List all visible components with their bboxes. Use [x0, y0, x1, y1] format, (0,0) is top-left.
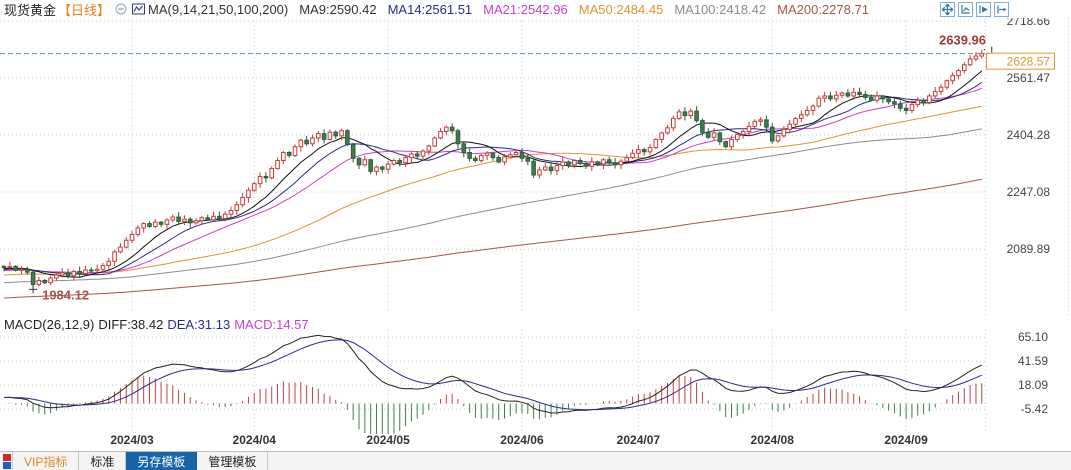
template-tab-bar: VIP指标 标准 另存模板 管理模板	[0, 451, 1071, 470]
collapse-icon[interactable]	[115, 3, 127, 15]
candles	[1, 49, 985, 288]
price-tick-label: 2089.89	[1007, 242, 1051, 256]
tab-standard[interactable]: 标准	[79, 452, 127, 470]
ma100-line	[3, 128, 982, 284]
ma50-line	[3, 105, 982, 276]
month-label: 2024/09	[884, 433, 928, 447]
macd-tick-label: 41.59	[1018, 354, 1048, 368]
month-label: 2024/03	[110, 433, 154, 447]
ma9-value: MA9:2590.42	[299, 1, 377, 17]
pan-right-icon[interactable]	[976, 1, 991, 17]
tab-vip-indicators[interactable]: VIP指标	[12, 452, 80, 470]
high-marker: 2639.96	[939, 33, 993, 53]
axis-scale-icon[interactable]	[958, 1, 973, 17]
chart-header: 现货黄金 【日线】 MA(9,14,21,50,100,200) MA9:2590…	[0, 0, 1071, 18]
jump-latest-icon[interactable]	[994, 1, 1009, 17]
price-axis-labels: 2718.66 2561.47 2404.28 2247.08 2089.89	[1007, 18, 1051, 256]
period-low-label: 1984.12	[42, 287, 89, 302]
price-tick-label: 2561.47	[1007, 71, 1051, 85]
ma200-value: MA200:2278.71	[777, 1, 869, 17]
ma100-value: MA100:2418.42	[674, 1, 767, 17]
price-tick-label: 2247.08	[1007, 185, 1051, 199]
move-icon[interactable]	[940, 1, 955, 17]
dea-value: DEA:31.13	[167, 316, 231, 332]
month-label: 2024/05	[366, 433, 410, 447]
price-tick-label: 2404.28	[1007, 128, 1051, 142]
ma14-line	[3, 81, 983, 276]
period-label[interactable]: 【日线】	[58, 2, 111, 18]
month-label: 2024/08	[750, 433, 794, 447]
price-tick-label: 2718.66	[1007, 18, 1051, 28]
low-marker: 1984.12	[29, 285, 89, 302]
diff-value: DIFF:38.42	[98, 316, 164, 332]
macd-value: MACD:14.57	[234, 316, 309, 332]
main-price-chart[interactable]: 2718.66 2561.47 2404.28 2247.08 2089.89 2628.…	[0, 18, 1071, 316]
ma50-value: MA50:2484.45	[578, 1, 664, 17]
ma14-value: MA14:2561.51	[387, 1, 473, 17]
tab-save-template[interactable]: 另存模板	[126, 452, 198, 470]
period-high-label: 2639.96	[939, 33, 986, 48]
macd-title: MACD(26,12,9)	[4, 316, 95, 332]
main-gridlines	[0, 18, 1069, 316]
macd-tick-label: -5.42	[1021, 402, 1049, 416]
symbol-name: 现货黄金	[4, 2, 57, 18]
current-price-box: 2628.57	[986, 52, 1055, 70]
dea-line	[4, 339, 982, 411]
macd-gridlines: 65.10 41.59 18.09 -5.42	[0, 330, 1048, 434]
current-price-label: 2628.57	[1007, 55, 1051, 69]
macd-histogram	[3, 375, 983, 434]
template-palette-icon[interactable]	[1, 452, 12, 470]
macd-tick-label: 65.10	[1018, 330, 1048, 344]
macd-lines	[3, 334, 983, 414]
month-label: 2024/07	[616, 433, 661, 447]
ma200-line	[3, 178, 982, 299]
ma-settings-label: MA(9,14,21,50,100,200)	[148, 1, 289, 17]
macd-header: MACD(26,12,9) DIFF:38.42 DEA:31.13 MACD:…	[0, 316, 1071, 332]
time-axis: 2024/03 2024/04 2024/05 2024/06 2024/07 2024/…	[0, 433, 1071, 450]
macd-tick-label: 18.09	[1018, 378, 1048, 392]
ma21-value: MA21:2542.96	[483, 1, 568, 17]
tab-manage-template[interactable]: 管理模板	[197, 452, 269, 470]
chart-toolbar	[940, 1, 1009, 17]
macd-chart[interactable]: 65.10 41.59 18.09 -5.42	[0, 330, 1071, 434]
month-label: 2024/04	[232, 433, 276, 447]
diff-line	[3, 334, 983, 414]
month-label: 2024/06	[500, 433, 544, 447]
ma-lines	[3, 70, 983, 299]
ma9-line	[3, 70, 983, 278]
indicator-icon[interactable]	[132, 3, 146, 15]
